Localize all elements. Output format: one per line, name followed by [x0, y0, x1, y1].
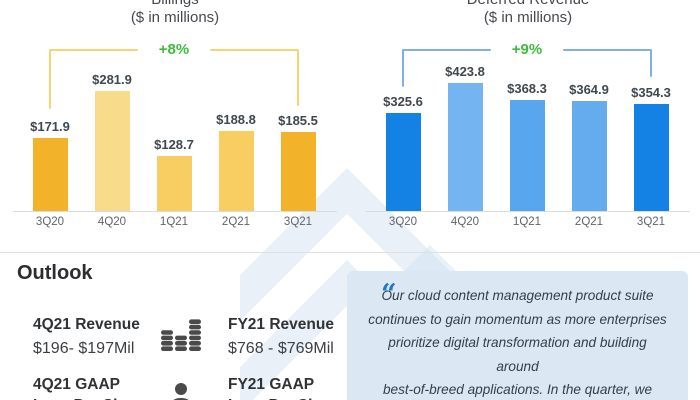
growth-bracket-line — [402, 49, 404, 87]
growth-bracket-line — [563, 49, 651, 51]
growth-badge: +8% — [158, 41, 190, 58]
x-axis-line — [366, 211, 690, 212]
bar-value-label: $354.3 — [631, 85, 671, 100]
person-icon — [160, 382, 202, 400]
growth-bracket-line — [50, 49, 138, 51]
axis-tick-label: 2Q21 — [221, 216, 251, 228]
quote-line: prioritize digital transformation and bu… — [388, 335, 647, 374]
axis-tick-label: 3Q21 — [636, 216, 666, 228]
chart-deferred-revenue: Deferred Revenue($ in millions) +9% $325.6… — [353, 0, 700, 232]
chart-billings: Billings($ in millions) +8% $171.9 3Q20 $281… — [0, 0, 350, 232]
bar-3q20 — [385, 113, 421, 211]
quote-line: best-of-breed applications. In the quart… — [382, 382, 652, 397]
bar-value-label: $364.9 — [569, 82, 609, 97]
quote-line: Our cloud content management product sui… — [381, 288, 654, 303]
outlook-item-value: Loss Per Share — [33, 397, 146, 400]
x-axis-line — [13, 211, 337, 212]
bar-2q21 — [571, 101, 607, 211]
growth-bracket-line — [49, 49, 51, 109]
chart-subtitle: ($ in millions) — [483, 9, 573, 26]
outlook-item-label: FY21 GAAP — [228, 376, 315, 393]
outlook-item-label: FY21 Revenue — [228, 316, 334, 333]
bar-value-label: $325.6 — [383, 94, 423, 109]
axis-tick-label: 3Q20 — [35, 216, 65, 228]
chart-header: Billings($ in millions) — [0, 0, 350, 27]
coins-icon — [161, 319, 201, 351]
axis-tick-label: 4Q20 — [97, 216, 127, 228]
growth-bracket-line — [403, 49, 491, 51]
axis-tick-label: 1Q21 — [512, 216, 542, 228]
outlook-heading: Outlook — [17, 262, 93, 284]
quote-box: “ Our cloud content management product s… — [347, 271, 688, 400]
growth-bracket-line — [297, 49, 299, 106]
quote-line: continues to gain momentum as more enter… — [368, 311, 667, 327]
bar-value-label: $368.3 — [507, 81, 547, 96]
section-divider — [0, 252, 700, 253]
bar-2q21 — [218, 131, 254, 211]
outlook-item-value: Loss Per Share — [228, 397, 341, 400]
growth-bracket-line — [210, 49, 298, 51]
outlook-item-label: 4Q21 GAAP — [33, 376, 121, 393]
chart-header: Deferred Revenue($ in millions) — [353, 0, 700, 27]
chart-subtitle: ($ in millions) — [130, 9, 220, 26]
outlook-item-value: $768 - $769Mil — [228, 340, 334, 357]
bar-3q20 — [32, 138, 68, 211]
chart-title: Billings — [0, 0, 350, 9]
bar-value-label: $171.9 — [30, 119, 70, 134]
outlook-item-value: $196- $197Mil — [33, 340, 135, 357]
axis-tick-label: 3Q20 — [388, 216, 418, 228]
bar-3q21 — [633, 104, 669, 211]
quote-text: Our cloud content management product sui… — [367, 284, 668, 400]
bar-3q21 — [280, 132, 316, 211]
bar-value-label: $281.9 — [92, 72, 132, 87]
bar-1q21 — [509, 100, 545, 211]
bar-value-label: $185.5 — [278, 113, 318, 128]
coins-icon — [160, 318, 202, 356]
outlook-section: Outlook 4Q21 Revenue $196- $197Mil FY21 Re… — [0, 252, 345, 400]
growth-bracket-line — [650, 49, 652, 77]
bar-value-label: $128.7 — [154, 137, 194, 152]
quote-mark-icon: “ — [381, 279, 397, 310]
bar-value-label: $188.8 — [216, 112, 256, 127]
outlook-item-label: 4Q21 Revenue — [33, 316, 140, 333]
bar-value-label: $423.8 — [445, 64, 485, 79]
bar-4q20 — [447, 83, 483, 211]
growth-badge: +9% — [511, 41, 543, 58]
bar-4q20 — [94, 91, 130, 211]
person-icon — [173, 383, 189, 400]
axis-tick-label: 3Q21 — [283, 216, 313, 228]
bar-1q21 — [156, 156, 192, 211]
chart-title: Deferred Revenue — [353, 0, 700, 9]
axis-tick-label: 4Q20 — [450, 216, 480, 228]
axis-tick-label: 2Q21 — [574, 216, 604, 228]
axis-tick-label: 1Q21 — [159, 216, 189, 228]
